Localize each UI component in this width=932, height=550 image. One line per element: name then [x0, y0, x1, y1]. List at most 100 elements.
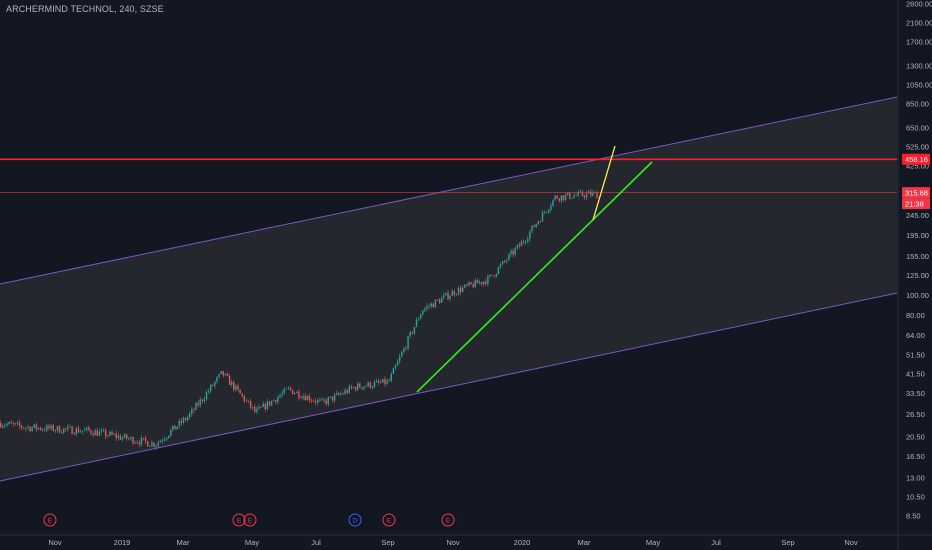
- candle-body: [371, 386, 374, 388]
- candle: [142, 437, 145, 441]
- candle: [220, 371, 222, 375]
- candle-body: [317, 399, 319, 403]
- candle: [480, 281, 483, 287]
- x-tick-label: Nov: [844, 538, 858, 547]
- candle-body: [140, 437, 143, 445]
- candle-body: [273, 400, 275, 401]
- candle-body: [239, 389, 241, 394]
- candle-body: [144, 438, 147, 442]
- candle-body: [134, 442, 136, 444]
- candle-body: [90, 430, 92, 434]
- candle-body: [306, 395, 308, 401]
- candle: [235, 384, 237, 392]
- candle: [556, 194, 558, 200]
- candle-body: [207, 391, 210, 393]
- candle: [342, 392, 344, 395]
- candle-body: [386, 380, 388, 385]
- candle-body: [281, 393, 283, 396]
- candle: [575, 193, 577, 197]
- candle-body: [2, 425, 4, 428]
- candle: [147, 440, 149, 447]
- candle: [111, 429, 113, 436]
- candle: [474, 278, 476, 288]
- candle: [136, 440, 138, 444]
- candle-body: [159, 440, 161, 443]
- channel-upper-line: [0, 96, 898, 285]
- candle-body: [75, 428, 77, 435]
- candle: [315, 398, 317, 406]
- candle: [207, 388, 210, 395]
- candle: [67, 423, 69, 432]
- candle: [6, 421, 8, 428]
- candle-body: [336, 393, 338, 395]
- candle-body: [191, 409, 193, 414]
- candle: [2, 423, 4, 429]
- candle-body: [562, 195, 565, 200]
- y-tick-label: 16.50: [906, 452, 925, 461]
- candle: [291, 389, 294, 395]
- candle-body: [489, 274, 491, 277]
- yellow-trend-line: [592, 145, 616, 221]
- candle-body: [258, 406, 260, 409]
- candle: [84, 426, 86, 431]
- y-tick-label: 2600.00: [906, 0, 932, 9]
- candle: [424, 306, 426, 312]
- candle-body: [195, 403, 197, 411]
- candle-body: [422, 310, 424, 315]
- candle-body: [308, 395, 311, 401]
- candle-body: [6, 423, 8, 426]
- candle-body: [63, 428, 65, 433]
- candle-body: [46, 425, 48, 431]
- candle-body: [480, 282, 483, 285]
- candle-body: [14, 423, 17, 425]
- candle-body: [252, 406, 254, 408]
- candle: [308, 393, 311, 403]
- candle-body: [128, 438, 130, 440]
- candle-body: [155, 445, 157, 447]
- y-tick-label: 20.50: [906, 433, 925, 442]
- candle: [277, 394, 279, 405]
- candle: [155, 444, 157, 450]
- candle: [518, 242, 521, 249]
- x-tick-label: Nov: [48, 538, 62, 547]
- candle: [12, 421, 14, 427]
- candle: [201, 398, 203, 404]
- y-tick-label: 13.00: [906, 473, 925, 482]
- candle: [157, 440, 159, 449]
- candle: [422, 309, 424, 317]
- candle-body: [203, 399, 206, 402]
- candle-body: [596, 192, 598, 199]
- candle: [92, 431, 94, 438]
- candle: [140, 435, 143, 447]
- candle-body: [428, 306, 430, 307]
- candle: [596, 190, 598, 199]
- candle: [306, 394, 308, 401]
- candle: [151, 439, 153, 447]
- candle: [168, 435, 170, 439]
- candle: [63, 427, 65, 435]
- candle-body: [161, 440, 164, 442]
- candle: [289, 386, 292, 392]
- candle: [489, 274, 491, 279]
- candle-body: [315, 401, 317, 403]
- candle: [256, 406, 258, 415]
- candle: [48, 423, 50, 431]
- candle-body: [340, 393, 342, 395]
- candle-body: [531, 225, 533, 232]
- candle-body: [264, 403, 266, 410]
- candle-body: [455, 294, 458, 295]
- candle-body: [35, 424, 38, 430]
- event-marker: E: [243, 513, 257, 527]
- event-circle: [441, 513, 455, 527]
- candle: [180, 418, 182, 426]
- candle-body: [462, 287, 464, 293]
- candle-body: [506, 260, 508, 262]
- candle: [186, 415, 189, 423]
- event-marker: E: [382, 513, 396, 527]
- candle: [359, 382, 361, 388]
- candle-body: [474, 280, 476, 288]
- candle-body: [520, 241, 523, 247]
- candle-body: [327, 397, 329, 404]
